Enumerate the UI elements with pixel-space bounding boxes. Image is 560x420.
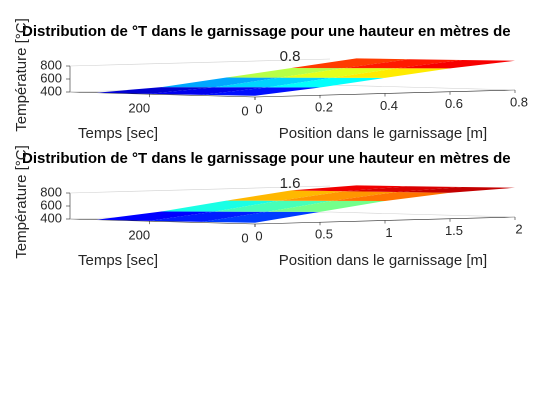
box-edge [69,185,331,194]
surface-cell [279,68,398,78]
surface-cell [397,59,515,69]
surface-cell [96,211,215,221]
y-axis [69,218,256,225]
x-tick-label: 0.8 [510,94,528,109]
z-axis-label: Température [°C] [13,18,30,132]
x-axis-label: Position dans le garnissage [m] [279,252,487,269]
surface-cell [332,191,450,201]
y-tick-label: 0 [241,103,248,118]
surface-cell [214,77,333,88]
chart-title: Distribution de °T dans le garnissage po… [22,150,511,167]
surface-cell [161,200,280,212]
z-tick-label: 600 [40,70,62,85]
chart-title: Distribution de °T dans le garnissage po… [22,23,511,40]
x-tick-label: 0.5 [315,227,333,242]
z-tick-label: 800 [40,57,62,72]
surface-cell [202,87,320,96]
surface-cell [344,59,463,69]
surface-cell [344,186,463,192]
z-axis-label: Température [°C] [13,145,30,259]
y-axis-label: Temps [sec] [78,125,158,142]
surface-cell [291,58,410,69]
y-tick-label: 200 [128,101,150,116]
box-edge [69,58,331,67]
surface-cell [397,186,515,193]
surface-cell [226,67,345,78]
chart-subtitle: 0.8 [280,48,301,65]
surface-cell [267,200,385,212]
surface-cell [161,77,280,88]
box-edge [329,84,516,91]
z-tick-label: 400 [40,83,62,98]
x-tick-label: 2 [515,221,522,236]
y-tick-label: 0 [241,230,248,245]
surface-cell [149,211,268,222]
x-tick-label: 1 [385,225,392,240]
x-tick-label: 0.6 [445,96,463,111]
x-tick-label: 0.2 [315,100,333,115]
y-axis [69,91,256,98]
surface-cell [214,200,333,212]
z-tick-label: 800 [40,184,62,199]
box-edge [329,211,516,218]
x-tick-label: 0 [255,101,262,116]
z-tick-label: 400 [40,210,62,225]
z-tick-label: 600 [40,197,62,212]
surface-cell [149,87,268,95]
surface-cell [279,191,398,201]
y-axis-label: Temps [sec] [78,252,158,269]
surface-cell [267,77,385,88]
x-tick-label: 0 [255,228,262,243]
chart-subtitle: 1.6 [280,175,301,192]
surface-cell [96,87,215,94]
y-tick-label: 200 [128,228,150,243]
x-axis-label: Position dans le garnissage [m] [279,125,487,142]
x-tick-label: 0.4 [380,98,398,113]
surface-cell [226,190,345,201]
x-tick-label: 1.5 [445,223,463,238]
surface-cell [332,68,450,78]
surface-cell [202,211,320,223]
surface-cell [291,185,410,192]
